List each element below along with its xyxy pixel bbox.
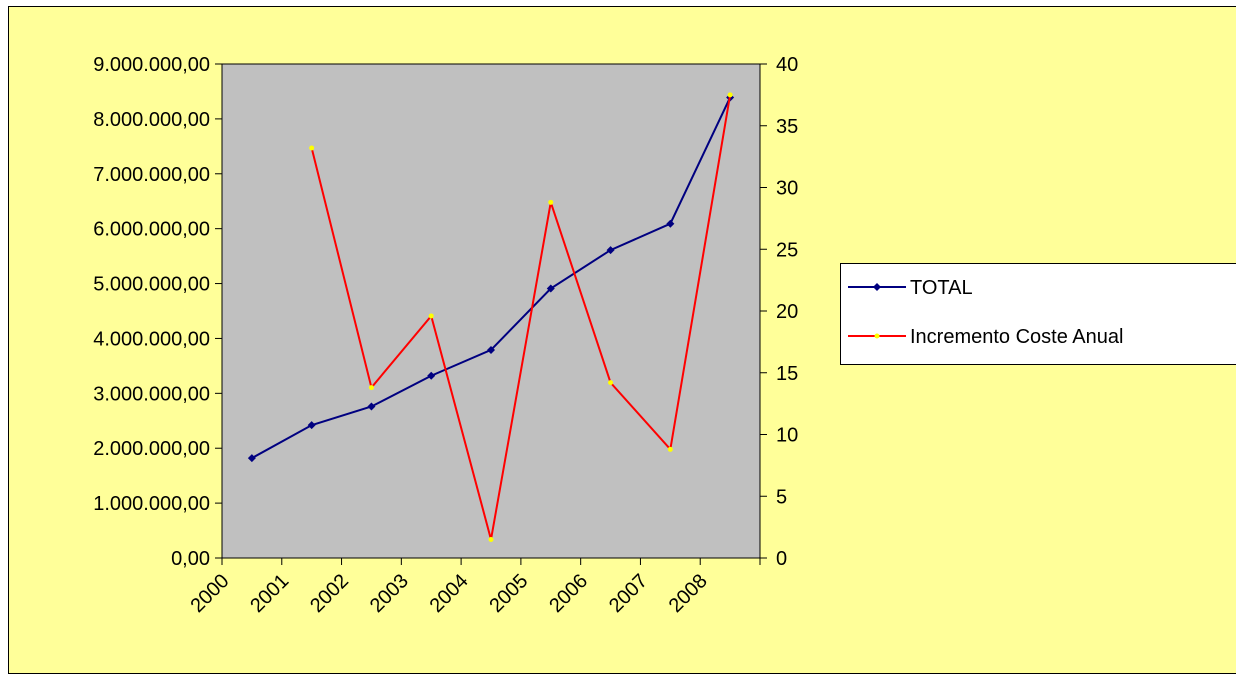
increment-point [728, 92, 733, 97]
left-axis-tick-label: 0,00 [171, 548, 210, 570]
legend: TOTAL Incremento Coste Anual [841, 264, 1236, 365]
right-axis-tick-label: 25 [776, 239, 798, 261]
increment-point [668, 447, 673, 452]
right-axis-tick-label: 0 [776, 548, 787, 570]
increment-point [369, 385, 374, 390]
right-axis-tick-label: 30 [776, 178, 798, 200]
right-axis-tick-label: 10 [776, 425, 798, 447]
legend-increment-label: Incremento Coste Anual [910, 326, 1123, 348]
left-axis-tick-label: 6.000.000,00 [93, 219, 210, 241]
left-axis-tick-label: 5.000.000,00 [93, 274, 210, 296]
increment-point [309, 145, 314, 150]
plot-area [222, 64, 760, 558]
right-axis-tick-label: 5 [776, 486, 787, 508]
left-axis-tick-label: 9.000.000,00 [93, 54, 210, 76]
left-axis-tick-label: 4.000.000,00 [93, 328, 210, 350]
left-axis-tick-label: 2.000.000,00 [93, 438, 210, 460]
legend-total-label: TOTAL [910, 277, 973, 299]
right-axis-tick-label: 20 [776, 301, 798, 323]
right-axis-tick-label: 35 [776, 116, 798, 138]
increment-point [548, 200, 553, 205]
legend-increment-marker [875, 334, 880, 339]
right-axis-tick-label: 15 [776, 363, 798, 385]
left-axis-tick-label: 7.000.000,00 [93, 164, 210, 186]
left-axis-tick-label: 1.000.000,00 [93, 493, 210, 515]
left-axis-tick-label: 8.000.000,00 [93, 109, 210, 131]
increment-point [489, 537, 494, 542]
increment-point [608, 380, 613, 385]
legend-box [841, 264, 1236, 365]
right-axis-tick-label: 40 [776, 54, 798, 76]
increment-point [429, 313, 434, 318]
left-axis-tick-label: 3.000.000,00 [93, 383, 210, 405]
